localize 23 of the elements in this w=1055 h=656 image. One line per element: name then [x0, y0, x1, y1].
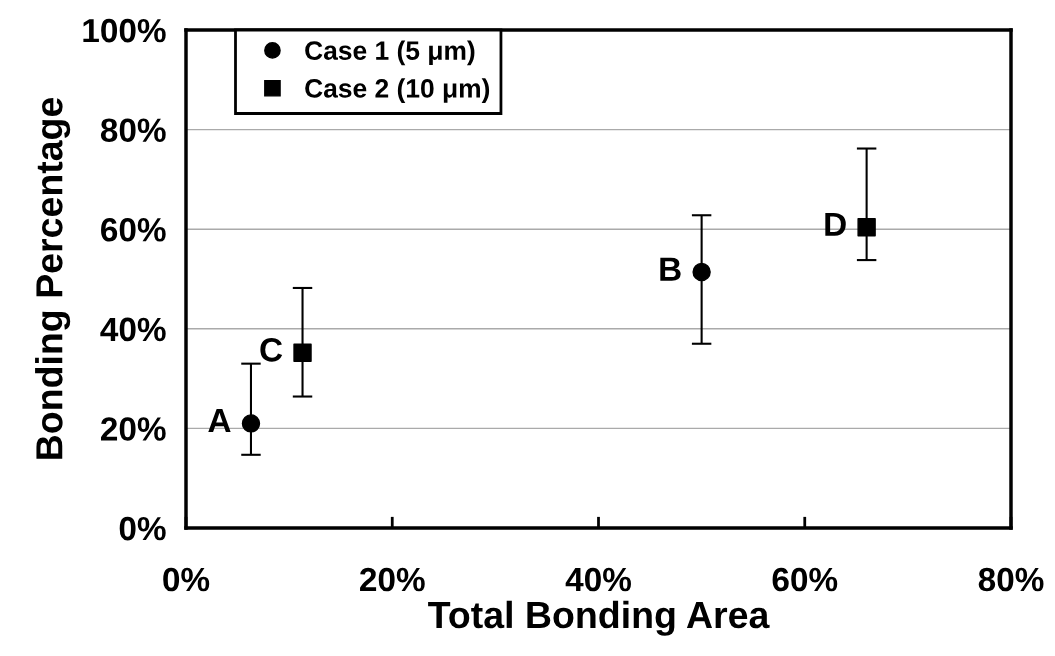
- y-tick-label: 80%: [100, 118, 166, 143]
- x-tick-label: 80%: [978, 567, 1044, 592]
- y-axis-title: Bonding Percentage: [35, 97, 71, 459]
- point: [293, 343, 312, 362]
- annotation: A: [208, 409, 231, 433]
- x-tick-label: 40%: [565, 567, 631, 592]
- point: [241, 414, 261, 433]
- legend-label: Case 2 (10 μm): [305, 78, 490, 103]
- x-tick-label: 0%: [163, 567, 210, 592]
- point: [692, 262, 711, 282]
- y-tick-label: 60%: [101, 218, 166, 242]
- y-tick-label: 20%: [101, 417, 166, 441]
- annotation: D: [825, 212, 846, 236]
- legend-label: Case 1 (5 μm): [305, 40, 475, 66]
- point: [857, 218, 876, 237]
- x-axis-title: Total Bonding Area: [428, 600, 770, 636]
- y-tick-label: 100%: [83, 18, 166, 43]
- y-tick-label: 0%: [119, 516, 166, 541]
- x-tick-label: 20%: [360, 567, 425, 592]
- y-tick-label: 40%: [100, 317, 166, 342]
- x-tick-label: 60%: [772, 567, 838, 592]
- annotation: C: [260, 338, 283, 362]
- annotation: B: [660, 257, 681, 281]
